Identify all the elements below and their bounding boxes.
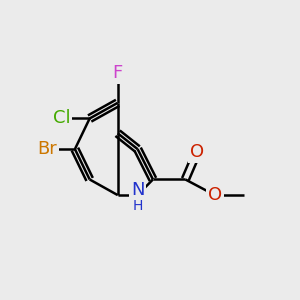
Text: Cl: Cl [53,110,70,128]
Text: O: O [208,186,222,204]
Text: Br: Br [37,140,57,158]
Text: O: O [190,143,204,161]
Text: F: F [112,64,123,82]
Text: N: N [131,181,144,199]
Text: H: H [132,199,143,213]
